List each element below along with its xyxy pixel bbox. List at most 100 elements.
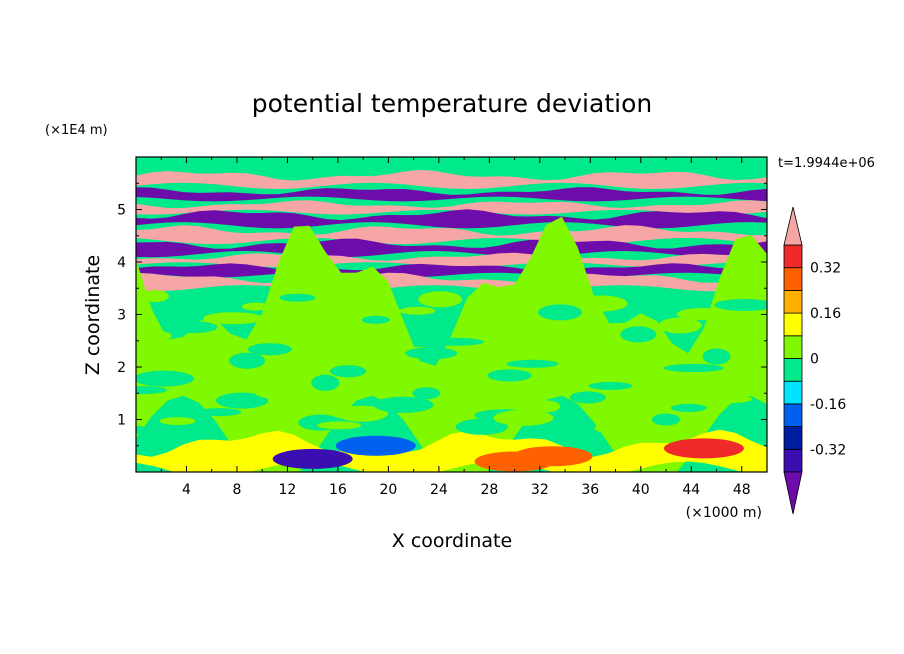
y-tick-label: 1	[117, 413, 126, 429]
colorbar-label: -0.32	[810, 442, 846, 458]
y-tick-label: 4	[117, 255, 126, 271]
colorbar-label: 0	[810, 352, 819, 368]
field-patch	[424, 337, 484, 346]
surface-feature	[272, 448, 353, 469]
surface-feature	[335, 435, 416, 456]
chart-title: potential temperature deviation	[252, 89, 652, 118]
field-patch	[493, 409, 554, 426]
colorbar-segment	[783, 403, 803, 427]
field-patch	[506, 359, 559, 368]
field-patch	[405, 347, 458, 360]
field-patch	[538, 304, 582, 321]
field-patch	[702, 348, 731, 365]
field-patch	[399, 306, 436, 315]
y-tick-label: 2	[117, 360, 126, 376]
colorbar: 0.32 0.16 0 -0.16 -0.32	[783, 206, 846, 515]
field-band	[136, 169, 767, 189]
field-patch	[304, 324, 365, 333]
y-tick-label: 5	[117, 203, 126, 219]
field-patch	[487, 369, 532, 382]
contour-field	[136, 169, 767, 472]
colorbar-bottom-arrow	[783, 471, 803, 515]
field-patch	[740, 339, 767, 356]
field-patch	[247, 343, 292, 356]
field-patch	[481, 328, 510, 337]
colorbar-segment	[783, 426, 803, 450]
field-patch	[588, 381, 633, 390]
field-patch	[317, 421, 362, 430]
field-patch	[285, 334, 338, 347]
field-patch	[500, 313, 537, 330]
colorbar-segment	[783, 244, 803, 269]
field-patch	[575, 295, 628, 312]
y-tick-label: 3	[117, 308, 126, 324]
x-axis: 4 8 12 16 20 24 28 32 36 40 44 48	[160, 157, 751, 498]
field-patch	[418, 291, 463, 308]
field-patch	[311, 374, 340, 391]
field-patch	[253, 383, 314, 400]
field-band	[136, 187, 767, 202]
field-patch	[670, 403, 707, 412]
field-patch	[455, 418, 508, 435]
colorbar-segment	[783, 358, 803, 382]
field-patch	[140, 290, 169, 303]
surface-feature	[663, 438, 744, 459]
field-patch	[165, 321, 218, 334]
field-patch	[330, 365, 366, 378]
surface-feature	[159, 454, 240, 472]
field-patch	[197, 408, 242, 417]
time-label: t=1.9944e+06	[778, 156, 875, 171]
field-patch	[714, 299, 767, 311]
colorbar-segment	[783, 289, 803, 314]
field-band	[136, 209, 767, 229]
x-tick-label: 16	[329, 482, 347, 498]
field-patch	[373, 396, 434, 413]
field-patch	[543, 350, 604, 359]
field-patch	[216, 392, 268, 409]
y-axis: 1 2 3 4 5	[117, 182, 767, 447]
field-band	[136, 200, 767, 215]
colorbar-label: -0.16	[810, 397, 846, 413]
x-tick-label: 4	[182, 482, 191, 498]
field-patch	[279, 293, 316, 302]
field-patch	[676, 308, 729, 320]
field-patch	[449, 378, 486, 391]
y-axis-title: Z coordinate	[82, 255, 104, 375]
field-patch	[708, 395, 753, 403]
field-patch	[582, 335, 611, 352]
x-tick-label: 8	[232, 482, 241, 498]
field-patch	[203, 312, 264, 325]
colorbar-segment	[783, 335, 803, 359]
x-tick-label: 44	[682, 482, 700, 498]
colorbar-segment	[783, 267, 803, 291]
colorbar-segment	[783, 380, 803, 405]
field-patch	[335, 405, 388, 422]
x-tick-label: 12	[279, 482, 297, 498]
field-band	[136, 263, 767, 278]
field-patch	[657, 317, 702, 334]
field-patch	[620, 326, 657, 343]
field-patch	[532, 400, 561, 413]
x-tick-label: 24	[430, 482, 448, 498]
y-unit-label: (×1E4 m)	[45, 123, 108, 138]
field-patch	[159, 417, 196, 426]
colorbar-segment	[783, 448, 803, 473]
field-patch	[412, 387, 441, 400]
field-patch	[136, 426, 150, 434]
x-unit-label: (×1000 m)	[686, 505, 762, 521]
colorbar-segment	[783, 312, 803, 337]
x-tick-label: 48	[733, 482, 751, 498]
x-tick-label: 20	[379, 482, 397, 498]
surface-feature	[512, 446, 593, 467]
field-patch	[569, 391, 606, 404]
field-patch	[136, 386, 167, 395]
colorbar-label: 0.16	[810, 306, 841, 322]
colorbar-label: 0.32	[810, 261, 841, 277]
field-patch	[361, 315, 390, 324]
field-band	[136, 225, 767, 245]
field-patch	[229, 352, 266, 369]
field-patch	[663, 364, 724, 372]
field-patch	[241, 302, 270, 311]
